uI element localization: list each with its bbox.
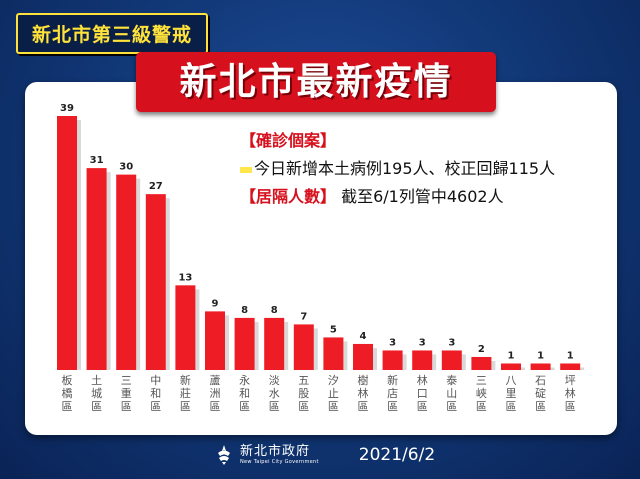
confirmed-label: 【確診個案】 [240, 131, 337, 150]
confirmed-row: 今日新增本土病例195人、校正回歸115人 [240, 155, 620, 183]
category-label: 泰山區 [446, 373, 457, 413]
bar-17 [530, 363, 551, 370]
bar-6 [205, 311, 225, 370]
bar-value-label: 5 [330, 324, 337, 335]
bar-shadow [106, 172, 111, 370]
bar-13 [412, 350, 433, 370]
highlight-mark [240, 166, 252, 173]
bar-value-label: 27 [149, 181, 163, 192]
category-label: 汐止區 [328, 373, 339, 413]
bar-15 [471, 356, 492, 370]
bar-shadow [284, 321, 289, 370]
quarantine-label: 【居隔人數】 [240, 187, 337, 206]
logo-chinese-name: 新北市政府 [240, 443, 311, 459]
bar-shadow [521, 367, 525, 370]
category-label: 淡水區 [269, 374, 280, 413]
bar-value-label: 31 [90, 155, 104, 166]
bar-14 [441, 350, 462, 370]
bar-8 [264, 317, 285, 370]
bar-1 [57, 116, 77, 370]
category-label: 三峽區 [476, 374, 487, 413]
info-box: 【確診個案】 今日新增本土病例195人、校正回歸115人 【居隔人數】 截至6/… [240, 127, 620, 211]
bar-shadow [550, 367, 555, 370]
bar-7 [234, 317, 255, 370]
bar-shadow [225, 315, 229, 370]
bar-shadow [373, 347, 377, 370]
category-label: 中和區 [150, 374, 161, 413]
bar-shadow [461, 354, 466, 370]
category-label: 蘆洲區 [210, 373, 221, 413]
category-label: 永和區 [239, 373, 250, 413]
bar-value-label: 1 [508, 350, 515, 361]
new-taipei-city-logo-icon [218, 445, 230, 465]
footer: 新北市政府 New Taipei City Government 2021/6/… [214, 440, 435, 470]
bar-value-label: 1 [567, 350, 574, 361]
bar-value-label: 1 [537, 350, 544, 361]
bar-shadow [432, 354, 437, 370]
category-label: 三重區 [121, 374, 132, 413]
quarantine-row: 【居隔人數】 截至6/1列管中4602人 [240, 183, 620, 211]
bar-value-label: 8 [271, 305, 278, 316]
bar-value-label: 39 [60, 103, 74, 114]
bar-shadow [195, 289, 200, 370]
bar-9 [293, 324, 314, 370]
bar-18 [560, 363, 581, 370]
category-label: 新店區 [387, 373, 398, 413]
category-label: 土城區 [91, 374, 102, 413]
bar-3 [116, 174, 137, 370]
bar-value-label: 13 [178, 272, 192, 283]
bar-shadow [165, 198, 170, 370]
bar-value-label: 3 [389, 337, 396, 348]
page-title: 新北市最新疫情 [136, 52, 496, 112]
bar-value-label: 3 [419, 337, 426, 348]
bar-value-label: 4 [360, 331, 367, 342]
bar-shadow [254, 321, 259, 370]
date-label: 2021/6/2 [358, 445, 436, 465]
bar-shadow [136, 178, 141, 370]
category-label: 板橋區 [62, 373, 73, 413]
bar-value-label: 3 [448, 337, 455, 348]
bar-16 [501, 363, 521, 370]
bar-value-label: 2 [478, 344, 485, 355]
bar-shadow [343, 341, 348, 370]
bar-value-label: 8 [241, 305, 248, 316]
logo-english-name: New Taipei City Government [240, 458, 319, 465]
bar-group: 39板橋區31土城區30三重區27中和區13新莊區9蘆洲區8永和區8淡水區7五股… [57, 103, 585, 413]
logo-text: 新北市政府 New Taipei City Government [240, 443, 319, 466]
category-label: 坪林區 [565, 374, 576, 413]
bar-11 [353, 343, 373, 370]
bar-shadow [491, 360, 496, 370]
category-label: 八里區 [506, 374, 517, 413]
bar-value-label: 9 [212, 298, 219, 309]
bar-12 [382, 350, 403, 370]
bar-value-label: 7 [300, 311, 307, 322]
bar-2 [86, 168, 107, 370]
category-label: 林口區 [417, 373, 428, 413]
bar-value-label: 30 [119, 162, 133, 173]
bar-shadow [313, 328, 318, 370]
confirmed-text: 今日新增本土病例195人、校正回歸115人 [254, 159, 556, 178]
bar-shadow [580, 367, 585, 370]
category-label: 五股區 [298, 374, 309, 413]
bar-shadow [77, 120, 81, 370]
category-label: 石碇區 [535, 374, 546, 413]
alert-level-tag: 新北市第三級警戒 [16, 13, 209, 54]
quarantine-text: 截至6/1列管中4602人 [336, 187, 504, 206]
bar-shadow [402, 354, 407, 370]
bar-10 [323, 337, 344, 370]
bar-5 [175, 285, 196, 370]
category-label: 樹林區 [358, 374, 369, 413]
bar-4 [145, 194, 166, 370]
category-label: 新莊區 [180, 373, 191, 413]
